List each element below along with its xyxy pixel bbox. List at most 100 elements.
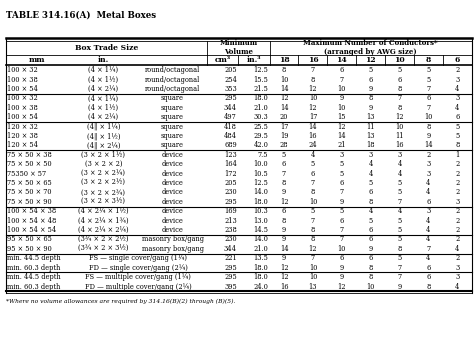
Text: 18.0: 18.0 (254, 264, 268, 272)
Text: (4‖ × 1½): (4‖ × 1½) (87, 132, 120, 140)
Text: 169: 169 (224, 207, 237, 215)
Text: 5: 5 (340, 170, 344, 178)
Text: 4: 4 (426, 179, 430, 187)
Text: (3 × 2 × 2¼): (3 × 2 × 2¼) (82, 170, 126, 178)
Text: 17: 17 (309, 113, 317, 121)
Text: 17: 17 (280, 123, 288, 131)
Text: 9: 9 (368, 104, 373, 112)
Text: (3¾ × 2 × 2½): (3¾ × 2 × 2½) (78, 236, 128, 243)
Text: 7: 7 (426, 85, 430, 93)
Text: 497: 497 (224, 113, 237, 121)
Text: min. 60.3 depth: min. 60.3 depth (7, 283, 61, 290)
Text: 14.5: 14.5 (253, 226, 268, 234)
Text: 6: 6 (340, 217, 344, 225)
Text: 10: 10 (395, 123, 404, 131)
Text: (3 × 2 × 2¾): (3 × 2 × 2¾) (82, 188, 126, 196)
Text: 395: 395 (224, 283, 237, 290)
Text: 10: 10 (309, 198, 317, 206)
Text: 4: 4 (426, 188, 430, 196)
Text: 6: 6 (455, 56, 460, 64)
Text: (4 × 2¼): (4 × 2¼) (88, 85, 118, 93)
Text: 10.5: 10.5 (254, 170, 268, 178)
Text: 5: 5 (311, 207, 315, 215)
Text: round/octagonal: round/octagonal (145, 66, 200, 74)
Text: 9: 9 (282, 188, 286, 196)
Text: 6: 6 (311, 170, 315, 178)
Text: 5: 5 (368, 217, 373, 225)
Text: 15: 15 (337, 113, 346, 121)
Text: masonry box/gang: masonry box/gang (142, 236, 203, 243)
Text: 4: 4 (368, 207, 373, 215)
Text: 2: 2 (455, 66, 459, 74)
Text: device: device (162, 207, 183, 215)
Text: 5: 5 (397, 236, 401, 243)
Text: (3 × 2 × 1½): (3 × 2 × 1½) (82, 151, 126, 159)
Text: (4 × 1¼): (4 × 1¼) (88, 94, 118, 102)
Text: 100 × 54 × 54: 100 × 54 × 54 (7, 226, 56, 234)
Text: (4 × 1½): (4 × 1½) (88, 104, 118, 112)
Text: 6: 6 (340, 66, 344, 74)
Text: square: square (161, 94, 184, 102)
Text: 2: 2 (455, 170, 459, 178)
Text: 24: 24 (309, 141, 317, 149)
Text: 14.0: 14.0 (253, 236, 268, 243)
Text: 12: 12 (309, 104, 317, 112)
Text: 238: 238 (224, 226, 237, 234)
Text: 8: 8 (426, 56, 431, 64)
Text: (4 × 1½): (4 × 1½) (88, 76, 118, 84)
Text: 75350 × 57: 75350 × 57 (7, 170, 46, 178)
Text: 75 × 50 × 70: 75 × 50 × 70 (7, 188, 52, 196)
Text: 9: 9 (282, 254, 286, 262)
Text: 21.0: 21.0 (254, 104, 268, 112)
Text: 9: 9 (340, 94, 344, 102)
Text: 7: 7 (397, 198, 401, 206)
Text: 21.0: 21.0 (254, 245, 268, 253)
Text: 8: 8 (455, 141, 459, 149)
Text: mm: mm (29, 56, 46, 64)
Text: 3: 3 (455, 198, 459, 206)
Text: 13: 13 (366, 113, 375, 121)
Text: 7.5: 7.5 (258, 151, 268, 159)
Text: 4: 4 (455, 245, 459, 253)
Text: 12: 12 (337, 123, 346, 131)
Text: 6: 6 (368, 236, 373, 243)
Text: Box Trade Size: Box Trade Size (75, 44, 138, 52)
Text: 7: 7 (311, 254, 315, 262)
Text: 14: 14 (280, 245, 288, 253)
Text: 18.0: 18.0 (254, 94, 268, 102)
Text: round/octagonal: round/octagonal (145, 76, 200, 84)
Text: device: device (162, 198, 183, 206)
Text: square: square (161, 123, 184, 131)
Text: 14: 14 (280, 85, 288, 93)
Text: (4 × 2¼ × 1½): (4 × 2¼ × 1½) (78, 207, 129, 215)
Text: 11: 11 (366, 123, 375, 131)
Text: 6: 6 (426, 198, 430, 206)
Text: 10: 10 (309, 94, 317, 102)
Text: 7: 7 (340, 236, 344, 243)
Text: 21.5: 21.5 (253, 85, 268, 93)
Text: 8: 8 (311, 188, 315, 196)
Text: FD — single cover/gang (2¼): FD — single cover/gang (2¼) (89, 264, 187, 272)
Text: 7: 7 (311, 217, 315, 225)
Text: 8: 8 (311, 236, 315, 243)
Text: 2: 2 (455, 188, 459, 196)
Text: 6: 6 (368, 76, 373, 84)
Text: 9: 9 (282, 226, 286, 234)
Text: 10: 10 (309, 273, 317, 281)
Text: 7: 7 (397, 94, 401, 102)
Text: 164: 164 (224, 160, 237, 168)
Text: 12: 12 (337, 283, 346, 290)
Text: 353: 353 (224, 85, 237, 93)
Text: 172: 172 (224, 170, 237, 178)
Text: 205: 205 (224, 66, 237, 74)
Text: 100 × 54 × 38: 100 × 54 × 38 (7, 207, 56, 215)
Text: 6: 6 (397, 76, 401, 84)
Text: 8: 8 (282, 179, 286, 187)
Text: 120 × 38: 120 × 38 (7, 132, 38, 140)
Text: 6: 6 (368, 226, 373, 234)
Text: 10.3: 10.3 (254, 207, 268, 215)
Text: 2: 2 (455, 207, 459, 215)
Text: 2: 2 (455, 160, 459, 168)
Text: masonry box/gang: masonry box/gang (142, 245, 203, 253)
Text: 2: 2 (455, 236, 459, 243)
